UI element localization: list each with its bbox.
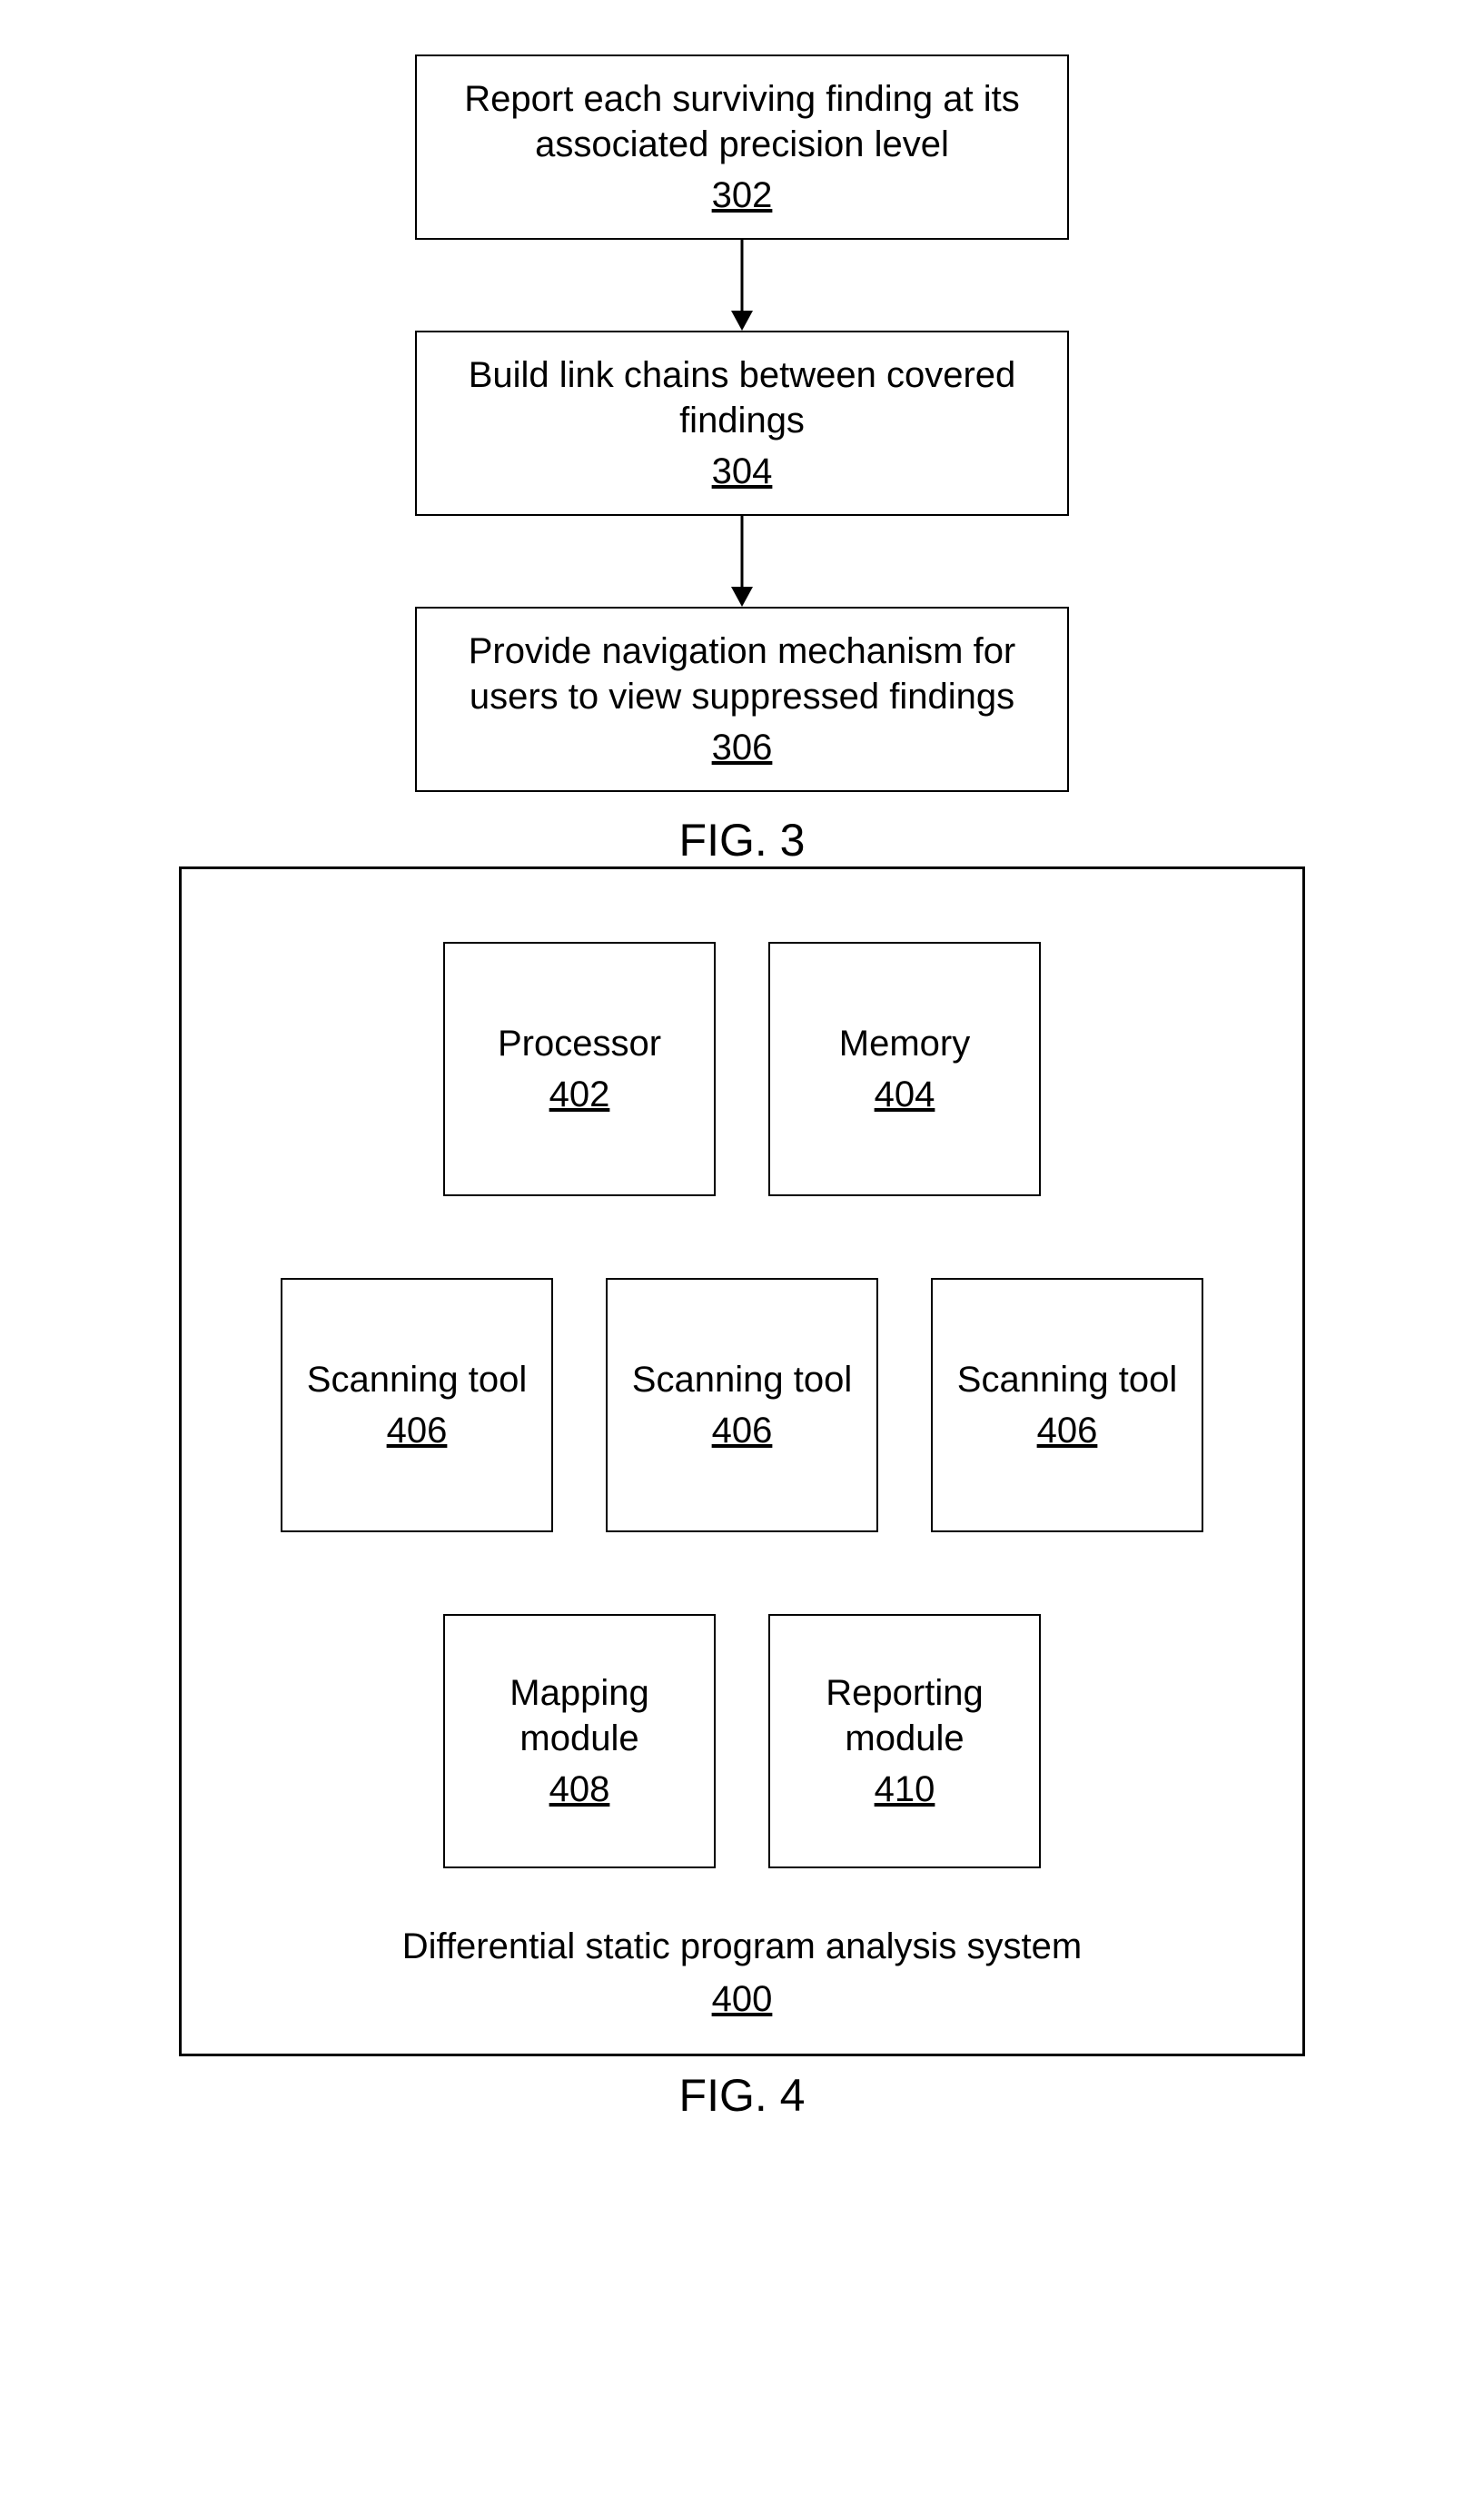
- block-ref: 402: [549, 1072, 610, 1117]
- arrow-down-icon: [724, 516, 760, 607]
- block-label: Memory: [839, 1021, 970, 1066]
- block-memory: Memory 404: [768, 942, 1041, 1196]
- fig3-flowchart: Report each surviving finding at its ass…: [415, 54, 1069, 792]
- fig4-system-box: Processor 402 Memory 404 Scanning tool 4…: [179, 866, 1305, 2056]
- block-label: Scanning tool: [957, 1357, 1177, 1402]
- flow-step-304: Build link chains between covered findin…: [415, 331, 1069, 516]
- flow-step-ref: 306: [712, 725, 773, 770]
- flow-step-302: Report each surviving finding at its ass…: [415, 54, 1069, 240]
- block-processor: Processor 402: [443, 942, 716, 1196]
- figure-4-caption: FIG. 4: [679, 2069, 806, 2122]
- block-scanning-tool: Scanning tool 406: [606, 1278, 878, 1532]
- block-reporting-module: Reporting module 410: [768, 1614, 1041, 1868]
- block-mapping-module: Mapping module 408: [443, 1614, 716, 1868]
- block-label: Mapping module: [454, 1670, 705, 1761]
- block-ref: 404: [875, 1072, 935, 1117]
- fig4-row-1: Processor 402 Memory 404: [443, 942, 1041, 1196]
- flow-step-text: Build link chains between covered findin…: [442, 352, 1042, 443]
- block-ref: 406: [712, 1408, 773, 1453]
- block-label: Processor: [498, 1021, 661, 1066]
- block-label: Reporting module: [779, 1670, 1030, 1761]
- block-ref: 408: [549, 1767, 610, 1812]
- flow-step-text: Report each surviving finding at its ass…: [442, 76, 1042, 167]
- block-ref: 406: [1037, 1408, 1098, 1453]
- flow-step-text: Provide navigation mechanism for users t…: [442, 629, 1042, 719]
- block-label: Scanning tool: [307, 1357, 527, 1402]
- block-scanning-tool: Scanning tool 406: [281, 1278, 553, 1532]
- flow-step-ref: 304: [712, 449, 773, 494]
- figure-4-container: Processor 402 Memory 404 Scanning tool 4…: [0, 866, 1484, 2122]
- arrow-down-icon: [724, 240, 760, 331]
- flow-step-306: Provide navigation mechanism for users t…: [415, 607, 1069, 792]
- flow-step-ref: 302: [712, 173, 773, 218]
- fig4-system-label: Differential static program analysis sys…: [402, 1923, 1082, 2023]
- fig4-row-2: Scanning tool 406 Scanning tool 406 Scan…: [281, 1278, 1203, 1532]
- block-ref: 406: [387, 1408, 448, 1453]
- system-label-text: Differential static program analysis sys…: [402, 1923, 1082, 1970]
- block-scanning-tool: Scanning tool 406: [931, 1278, 1203, 1532]
- system-label-ref: 400: [712, 1975, 773, 2023]
- block-label: Scanning tool: [632, 1357, 852, 1402]
- figure-3-caption: FIG. 3: [679, 814, 806, 866]
- block-ref: 410: [875, 1767, 935, 1812]
- figure-3-container: Report each surviving finding at its ass…: [0, 54, 1484, 866]
- fig4-row-3: Mapping module 408 Reporting module 410: [443, 1614, 1041, 1868]
